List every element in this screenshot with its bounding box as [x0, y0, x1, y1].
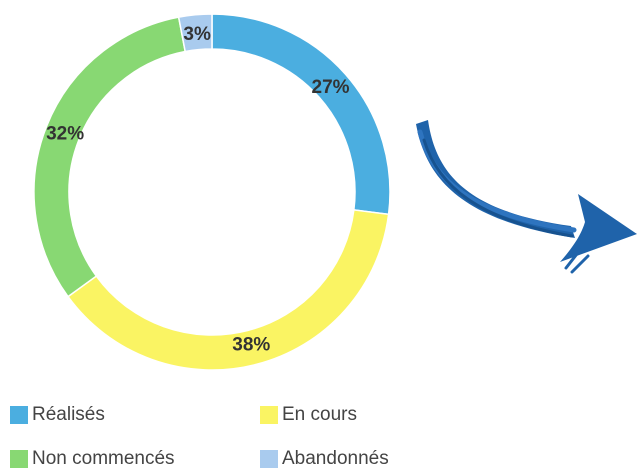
- slice-0: [211, 13, 391, 216]
- legend-item-non-commences: Non commencés: [10, 447, 260, 471]
- legend-label: Non commencés: [32, 448, 175, 469]
- chart-legend: Réalisés En cours Non commencés Abandonn…: [10, 403, 440, 471]
- slice-label-3: 3%: [183, 24, 211, 45]
- legend-item-realises: Réalisés: [10, 403, 260, 427]
- legend-label: Réalisés: [32, 404, 105, 425]
- slice-labels: 27% 38% 32% 3%: [46, 24, 350, 355]
- slice-label-0: 27%: [312, 77, 350, 98]
- legend-swatch: [260, 450, 278, 468]
- slice-label-2: 32%: [46, 123, 84, 144]
- legend-swatch: [10, 450, 28, 468]
- slice-3: [177, 13, 213, 53]
- legend-swatch: [10, 406, 28, 424]
- legend-item-abandonnes: Abandonnés: [260, 447, 440, 471]
- curved-arrow-icon: [416, 120, 637, 274]
- legend-label: En cours: [282, 404, 357, 425]
- legend-label: Abandonnés: [282, 448, 389, 469]
- slice-1: [66, 209, 390, 371]
- slice-2: [33, 16, 187, 298]
- legend-swatch: [260, 406, 278, 424]
- donut-slices: [33, 13, 391, 371]
- slice-label-1: 38%: [232, 335, 270, 356]
- legend-item-en-cours: En cours: [260, 403, 440, 427]
